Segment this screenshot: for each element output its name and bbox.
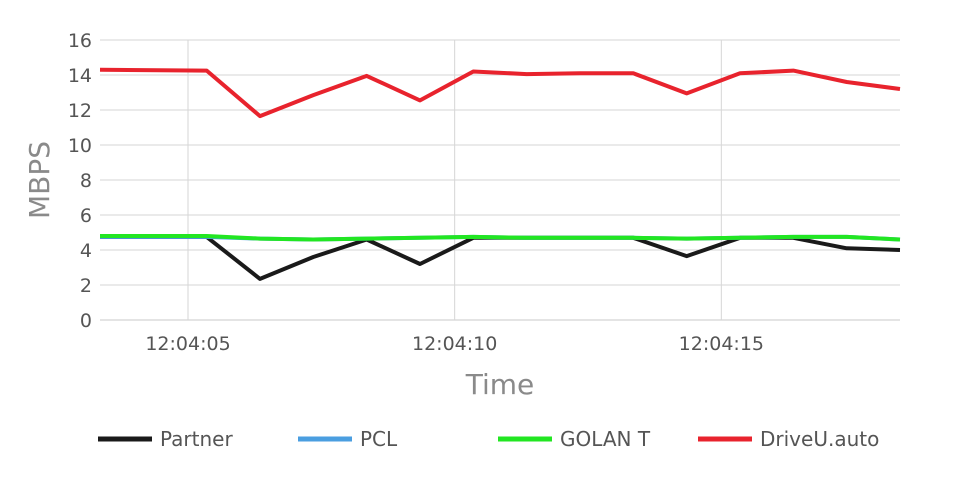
x-tick-label: 12:04:10 (412, 333, 497, 355)
legend: Partner PCL GOLAN T DriveU.auto (98, 427, 879, 451)
legend-label: Partner (160, 427, 233, 451)
legend-item-golan-t[interactable]: GOLAN T (498, 427, 651, 451)
y-tick-label: 14 (68, 65, 92, 87)
legend-label: PCL (360, 427, 398, 451)
y-tick-label: 12 (68, 100, 92, 122)
legend-item-pcl[interactable]: PCL (298, 427, 398, 451)
legend-label: GOLAN T (560, 427, 651, 451)
y-axis-title: MBPS (23, 141, 56, 219)
y-tick-label: 16 (68, 30, 92, 52)
x-tick-label: 12:04:15 (679, 333, 764, 355)
legend-label: DriveU.auto (760, 427, 879, 451)
series-lines (100, 70, 900, 279)
y-tick-label: 0 (80, 310, 92, 332)
y-tick-label: 8 (80, 170, 92, 192)
x-axis-title: Time (465, 368, 535, 401)
series-line-driveu-auto (100, 70, 900, 116)
y-tick-label: 4 (80, 240, 92, 262)
legend-item-driveu-auto[interactable]: DriveU.auto (698, 427, 879, 451)
x-tick-label: 12:04:05 (145, 333, 230, 355)
legend-item-partner[interactable]: Partner (98, 427, 233, 451)
y-tick-label: 10 (68, 135, 92, 157)
axes: 0 2 4 6 8 10 12 14 16 12:04:05 12:04:10 12:04:15 (68, 30, 764, 355)
y-tick-label: 6 (80, 205, 92, 227)
series-line-partner (100, 237, 900, 279)
y-tick-label: 2 (80, 275, 92, 297)
